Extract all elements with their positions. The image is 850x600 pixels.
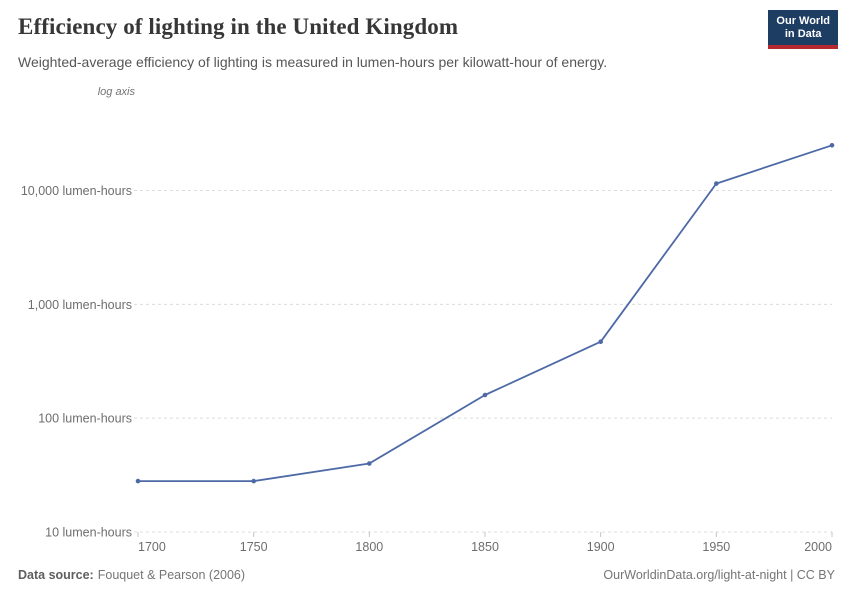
x-axis-tick-label: 1900	[587, 540, 615, 554]
attribution-link[interactable]: OurWorldinData.org/light-at-night | CC B…	[603, 568, 835, 582]
data-point[interactable]	[251, 478, 256, 484]
data-line	[138, 144, 833, 483]
y-axis-tick-label: 10,000 lumen-hours	[21, 184, 132, 198]
x-axis-tick-label: 2000	[804, 540, 832, 554]
data-point[interactable]	[482, 392, 488, 398]
x-axis-tick-label: 1750	[240, 540, 268, 554]
y-axis-tick-label: 10 lumen-hours	[45, 526, 132, 540]
data-source-text: Fouquet & Pearson (2006)	[97, 568, 246, 582]
chart-footer: Data source: Fouquet & Pearson (2006) Our…	[18, 568, 835, 582]
data-source: Data source: Fouquet & Pearson (2006)	[18, 568, 245, 582]
owid-logo-line1: Our World	[776, 15, 830, 27]
data-point[interactable]	[829, 143, 835, 148]
y-axis-tick-label: 1,000 lumen-hours	[28, 298, 132, 312]
page-title: Efficiency of lighting in the United Kin…	[18, 14, 459, 39]
x-axis-tick-label: 1950	[702, 540, 730, 554]
chart-subtitle: Weighted-average efficiency of lighting …	[18, 54, 608, 70]
log-axis-note: log axis	[97, 86, 135, 98]
x-axis-tick-label: 1850	[471, 540, 499, 554]
data-point[interactable]	[367, 461, 372, 466]
x-axis-tick-label: 1700	[138, 540, 166, 554]
data-point[interactable]	[714, 181, 719, 186]
y-axis-tick-label: 100 lumen-hours	[38, 412, 132, 426]
owid-logo[interactable]: Our World in Data	[768, 10, 838, 49]
data-point[interactable]	[135, 478, 141, 484]
x-axis-tick-label: 1800	[355, 540, 383, 554]
data-source-label: Data source:	[18, 568, 94, 582]
owid-logo-line2: in Data	[784, 28, 822, 40]
data-point[interactable]	[598, 339, 603, 345]
